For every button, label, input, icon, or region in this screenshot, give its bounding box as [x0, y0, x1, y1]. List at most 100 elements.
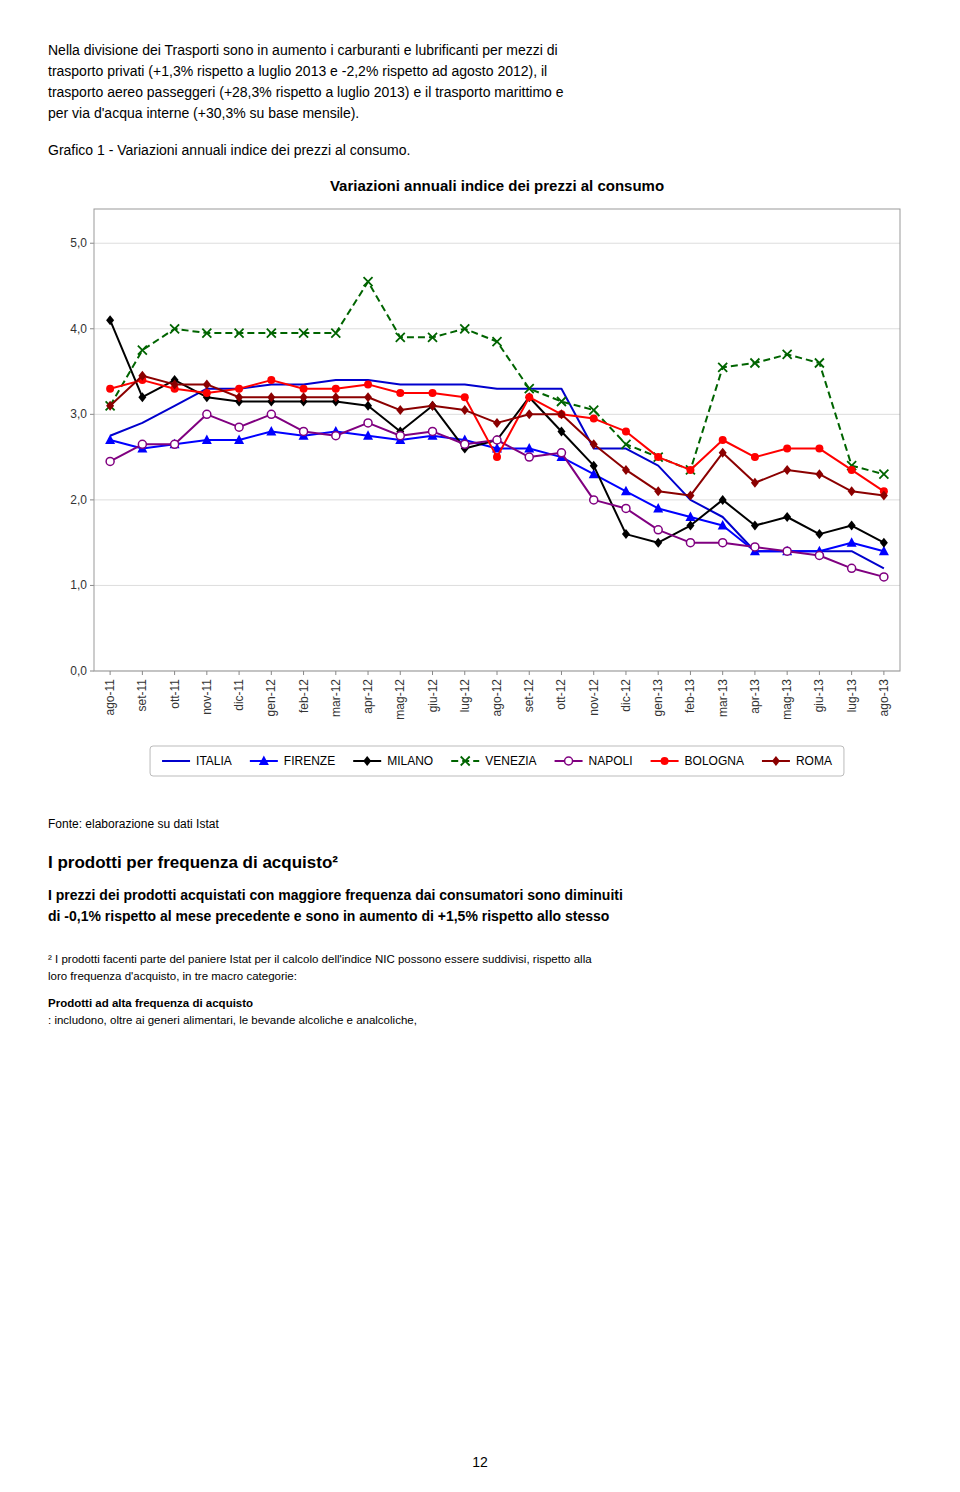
legend-item: MILANO [353, 754, 433, 768]
y-tick-label: 0,0 [70, 664, 87, 678]
y-tick-label: 3,0 [70, 407, 87, 421]
data-point [880, 573, 888, 581]
data-point [235, 423, 243, 431]
grid-line [94, 243, 900, 244]
series-line [110, 282, 884, 475]
data-point [364, 380, 372, 388]
x-tick-label: giu-13 [812, 679, 826, 713]
legend-label: FIRENZE [284, 754, 335, 768]
data-point [428, 333, 437, 342]
data-point [460, 324, 469, 333]
footnote: loro frequenza d'acquisto, in tre macro … [48, 968, 912, 985]
data-point [364, 401, 372, 411]
grid-line [94, 499, 900, 500]
x-tick [206, 671, 207, 675]
data-point [267, 329, 276, 338]
x-tick-label: apr-12 [361, 679, 375, 714]
data-point [106, 401, 114, 411]
x-tick [335, 671, 336, 675]
data-point [396, 333, 405, 342]
x-tick-label: ago-11 [103, 679, 117, 716]
series-line [110, 431, 884, 551]
data-point [105, 435, 115, 445]
y-tick [90, 414, 94, 415]
legend-marker [565, 757, 573, 765]
x-tick [690, 671, 691, 675]
data-point [783, 465, 791, 475]
lead-text: di -0,1% rispetto al mese precedente e s… [48, 906, 912, 927]
legend-handle [162, 760, 190, 762]
x-tick-label: mar-12 [329, 679, 343, 717]
data-point [235, 329, 244, 338]
data-point [848, 564, 856, 572]
series-line [110, 376, 884, 496]
x-tick-label: giu-12 [426, 679, 440, 713]
legend-item: FIRENZE [250, 754, 335, 768]
intro-text: per via d'acqua interne (+30,3% su base … [48, 103, 912, 124]
plot-frame [94, 209, 900, 671]
chart: Variazioni annuali indice dei prezzi al … [48, 171, 912, 811]
data-point [106, 315, 114, 325]
x-tick-label: gen-12 [264, 679, 278, 717]
data-point [815, 552, 823, 560]
data-point [782, 546, 792, 556]
data-point [203, 379, 211, 389]
data-point [106, 457, 114, 465]
x-tick [883, 671, 884, 675]
data-point [203, 410, 211, 418]
x-tick-label: dic-12 [619, 679, 633, 712]
legend-marker [661, 757, 669, 765]
data-point [622, 504, 630, 512]
x-tick [497, 671, 498, 675]
x-tick-label: nov-12 [587, 679, 601, 716]
x-tick-label: ott-12 [554, 679, 568, 710]
data-point [622, 465, 630, 475]
data-point [557, 449, 565, 457]
page: Nella divisione dei Trasporti sono in au… [0, 0, 960, 1492]
legend-label: VENEZIA [485, 754, 536, 768]
data-point [815, 529, 823, 539]
series [105, 426, 889, 555]
data-point [493, 436, 501, 444]
data-point [461, 405, 469, 415]
series [106, 315, 888, 547]
series [106, 277, 889, 479]
legend-item: NAPOLI [555, 754, 633, 768]
x-tick [174, 671, 175, 675]
data-point [138, 346, 147, 355]
legend-marker [259, 756, 269, 766]
legend-label: NAPOLI [589, 754, 633, 768]
data-point [332, 432, 340, 440]
series-line [110, 320, 884, 542]
x-tick-label: set-11 [135, 679, 149, 712]
x-tick [658, 671, 659, 675]
data-point [461, 440, 469, 448]
y-tick [90, 499, 94, 500]
data-point [234, 435, 244, 445]
intro-text: trasporto aereo passeggeri (+28,3% rispe… [48, 82, 912, 103]
data-point [751, 478, 759, 488]
data-point [364, 277, 373, 286]
footnote: ² I prodotti facenti parte del paniere I… [48, 951, 912, 968]
data-point [783, 445, 791, 453]
data-point [590, 439, 598, 449]
data-point [847, 537, 857, 547]
legend-frame [150, 746, 844, 776]
legend-marker [461, 757, 470, 766]
data-point [363, 430, 373, 440]
data-point [848, 486, 856, 496]
series [110, 380, 884, 568]
data-point [654, 486, 662, 496]
data-point [300, 427, 308, 435]
data-point [621, 486, 631, 496]
data-point [235, 385, 243, 393]
data-point [266, 426, 276, 436]
legend-item: VENEZIA [451, 754, 536, 768]
data-point [815, 445, 823, 453]
x-tick [239, 671, 240, 675]
data-point [686, 539, 694, 547]
data-point [299, 329, 308, 338]
data-point [300, 385, 308, 393]
data-point [525, 384, 534, 393]
y-tick-label: 5,0 [70, 236, 87, 250]
